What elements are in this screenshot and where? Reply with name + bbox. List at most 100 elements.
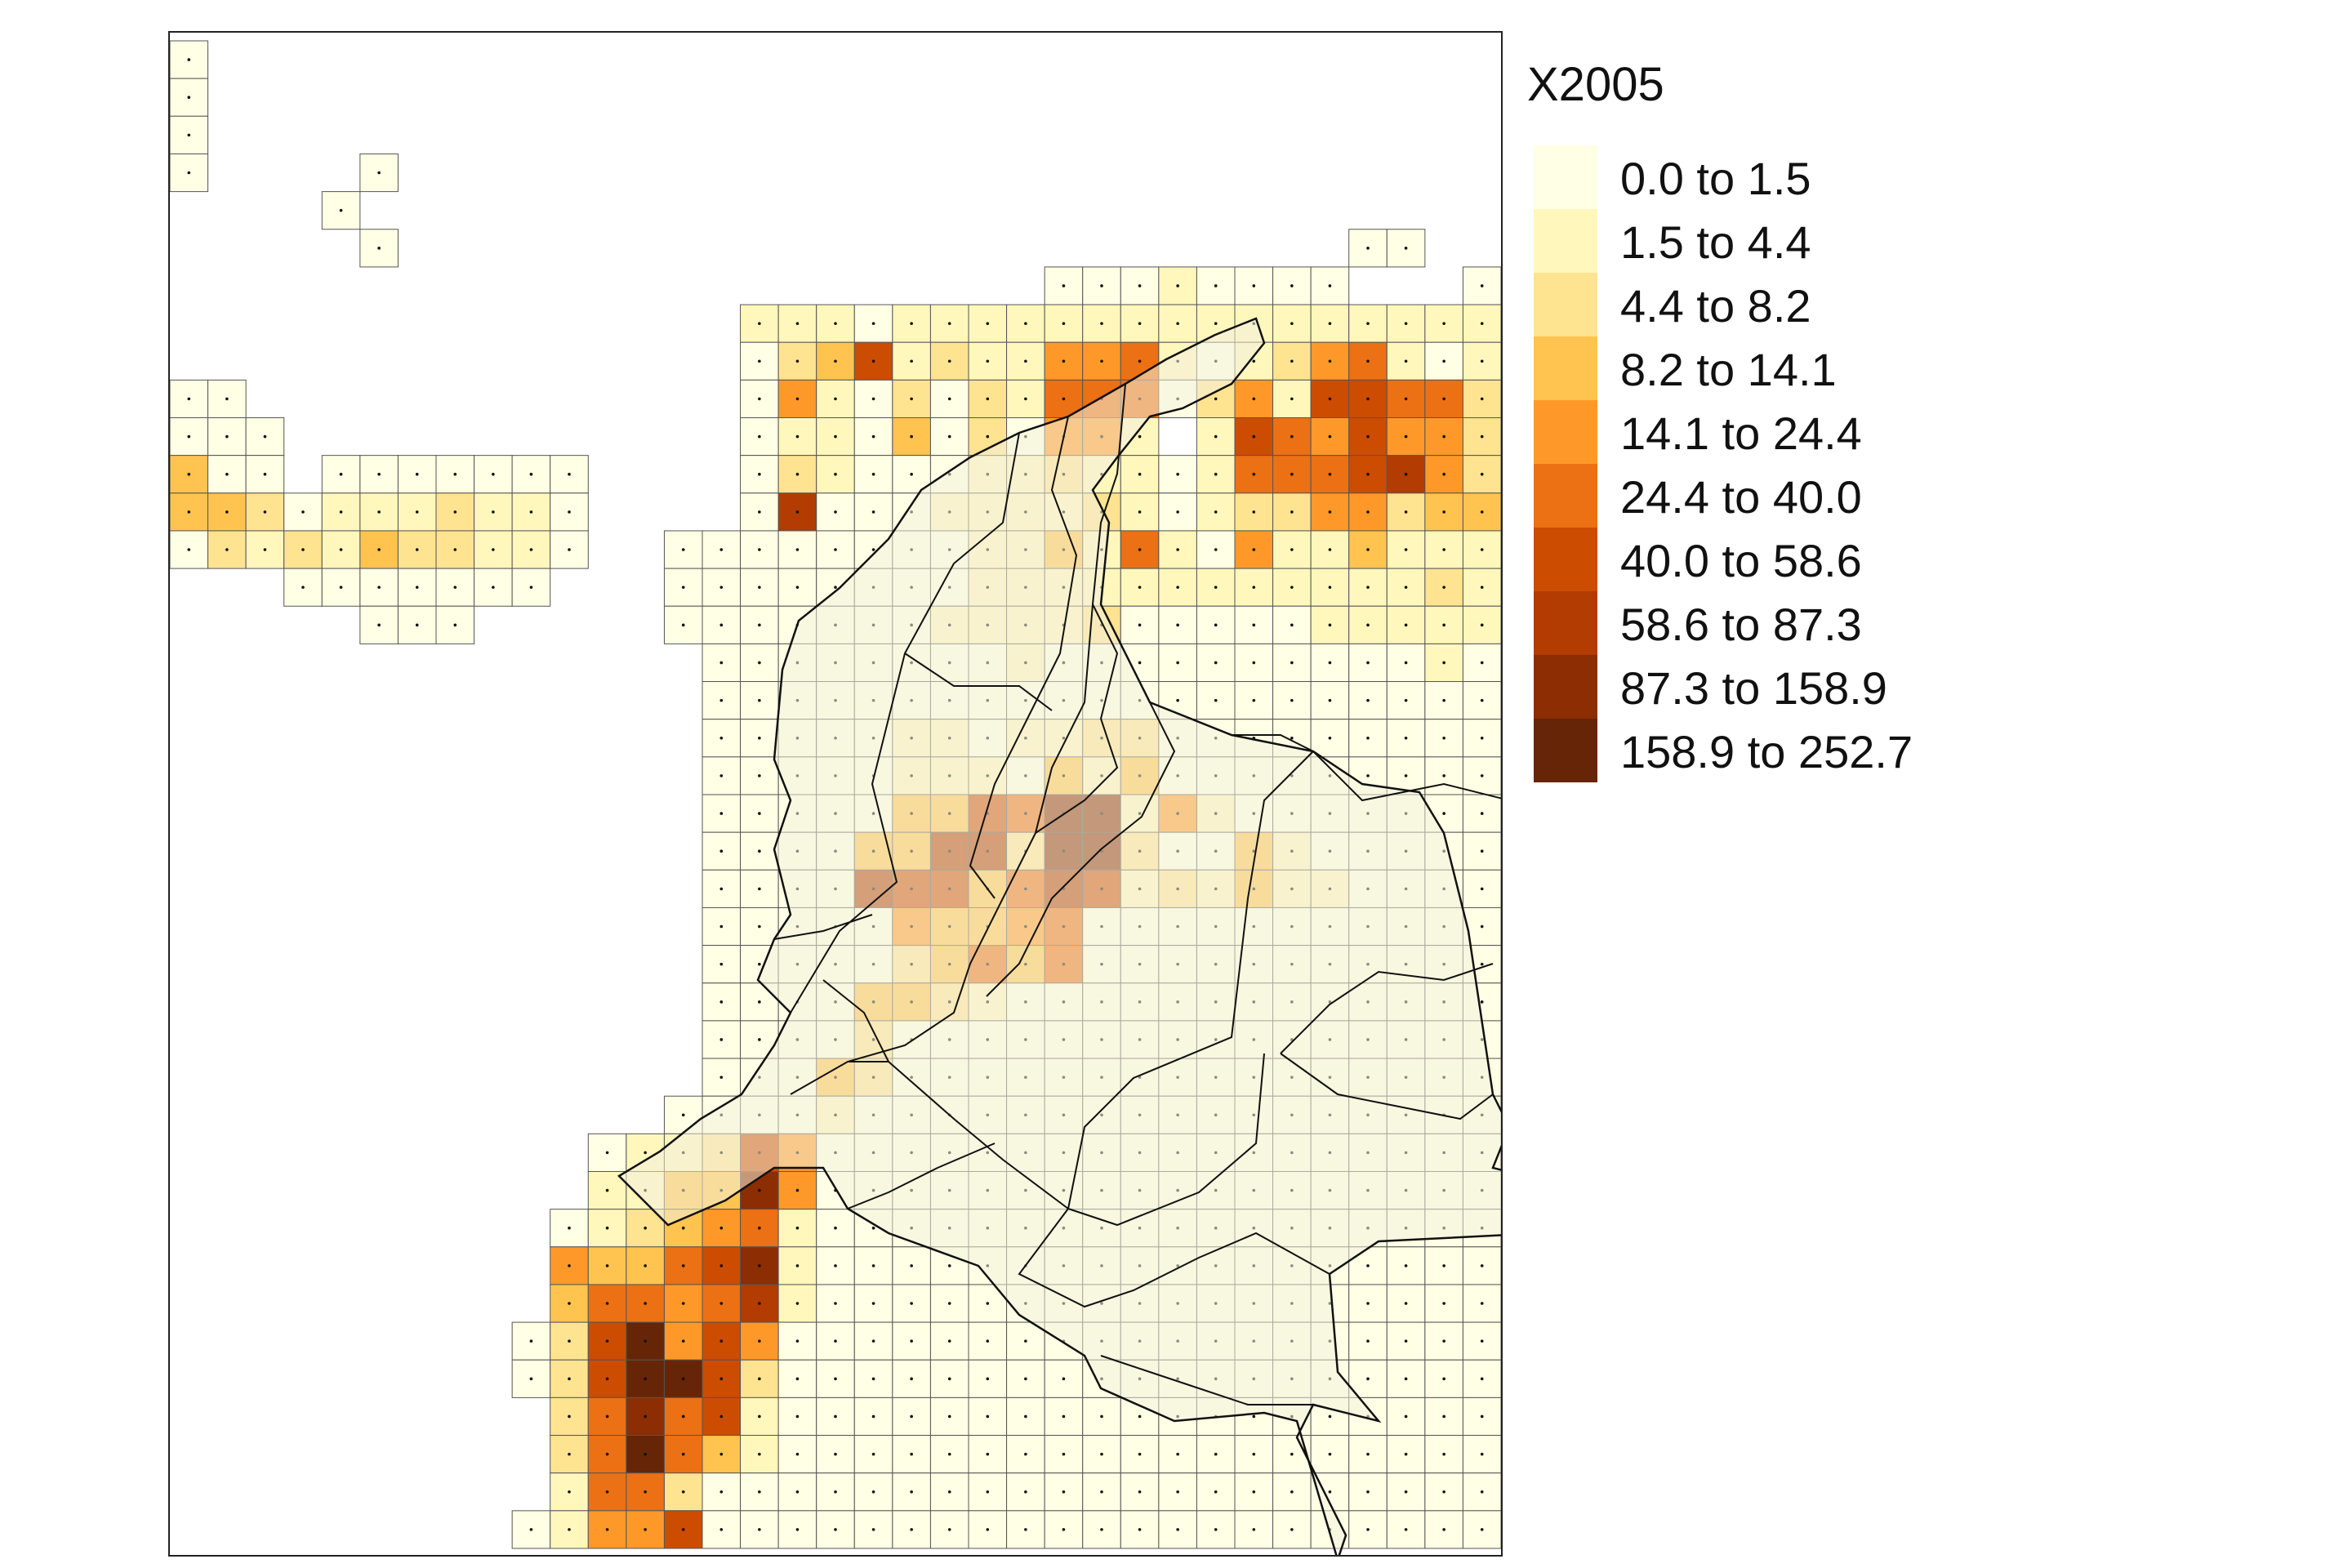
cell-centroid-dot — [719, 736, 724, 740]
cell-centroid-dot — [758, 1452, 761, 1456]
cell-centroid-dot — [1214, 397, 1218, 401]
legend-class-row: 1.5 to 4.4 — [1534, 209, 2016, 273]
cell-centroid-dot — [377, 472, 381, 476]
legend-class-label: 14.1 to 24.4 — [1620, 408, 1862, 459]
cell-centroid-dot — [1290, 661, 1294, 665]
cell-centroid-dot — [605, 1414, 609, 1419]
cell-centroid-dot — [986, 359, 990, 363]
cell-centroid-dot — [1442, 1490, 1446, 1494]
grid-cell — [892, 341, 931, 381]
cell-centroid-dot — [1290, 1528, 1294, 1531]
cell-centroid-dot — [1214, 548, 1218, 551]
legend-swatch — [1534, 719, 1597, 782]
legend-class-row: 58.6 to 87.3 — [1534, 591, 2016, 655]
cell-centroid-dot — [453, 548, 457, 551]
cell-centroid-dot — [1328, 510, 1332, 514]
cell-centroid-dot — [1328, 623, 1332, 627]
cell-centroid-dot — [1480, 661, 1484, 665]
cell-centroid-dot — [529, 586, 533, 589]
cell-centroid-dot — [834, 1264, 837, 1267]
cell-centroid-dot — [795, 510, 800, 514]
cell-centroid-dot — [1480, 1452, 1484, 1456]
cell-centroid-dot — [871, 322, 875, 325]
cell-centroid-dot — [795, 322, 800, 325]
legend-class-row: 8.2 to 14.1 — [1534, 336, 2016, 400]
cell-centroid-dot — [568, 1339, 571, 1343]
cell-centroid-dot — [719, 849, 724, 853]
grid-cell — [740, 906, 779, 947]
legend-swatch — [1534, 400, 1597, 464]
grid-cell — [1462, 1246, 1501, 1285]
cell-centroid-dot — [1366, 736, 1370, 740]
cell-centroid-dot — [529, 548, 533, 551]
legend-swatch — [1534, 336, 1597, 400]
legend-class-label: 4.4 to 8.2 — [1620, 280, 1811, 332]
cell-centroid-dot — [758, 1339, 761, 1343]
cell-centroid-dot — [1138, 661, 1142, 665]
legend-title: X2005 — [1527, 58, 1664, 111]
legend-class-row: 14.1 to 24.4 — [1534, 400, 2016, 464]
cell-centroid-dot — [453, 586, 457, 589]
cell-centroid-dot — [644, 1264, 647, 1267]
cell-centroid-dot — [187, 510, 191, 514]
cell-centroid-dot — [758, 586, 761, 589]
cell-centroid-dot — [453, 472, 457, 476]
cell-centroid-dot — [719, 661, 724, 665]
cell-centroid-dot — [758, 472, 761, 476]
cell-centroid-dot — [225, 548, 229, 551]
cell-centroid-dot — [1404, 623, 1408, 627]
cell-centroid-dot — [1442, 623, 1446, 627]
legend-class-label: 1.5 to 4.4 — [1620, 216, 1811, 268]
cell-centroid-dot — [1062, 1490, 1066, 1494]
cell-centroid-dot — [568, 1264, 571, 1267]
cell-centroid-dot — [681, 1113, 685, 1117]
legend-swatch — [1534, 145, 1597, 209]
cell-centroid-dot — [1214, 284, 1218, 287]
cell-centroid-dot — [1404, 1490, 1408, 1494]
cell-centroid-dot — [1176, 548, 1179, 551]
cell-centroid-dot — [1328, 397, 1332, 401]
cell-centroid-dot — [415, 510, 419, 514]
cell-centroid-dot — [1366, 247, 1370, 250]
cell-centroid-dot — [947, 434, 951, 439]
cell-centroid-dot — [1252, 586, 1256, 589]
cell-centroid-dot — [681, 1264, 685, 1267]
cell-centroid-dot — [1480, 698, 1484, 702]
cell-centroid-dot — [1138, 1528, 1142, 1531]
cell-centroid-dot — [1366, 586, 1370, 589]
cell-centroid-dot — [1328, 472, 1332, 476]
cell-centroid-dot — [795, 472, 800, 476]
cell-centroid-dot — [1214, 472, 1218, 476]
cell-centroid-dot — [719, 1452, 724, 1456]
cell-centroid-dot — [1442, 322, 1446, 325]
cell-centroid-dot — [834, 1302, 837, 1305]
legend-swatch — [1534, 528, 1597, 591]
cell-centroid-dot — [1138, 322, 1142, 325]
grid-cell — [1424, 1510, 1463, 1549]
cell-centroid-dot — [415, 623, 419, 627]
legend-class-label: 24.4 to 40.0 — [1620, 471, 1862, 523]
cell-centroid-dot — [719, 1264, 724, 1267]
cell-centroid-dot — [681, 1528, 685, 1531]
cell-centroid-dot — [1366, 1490, 1370, 1494]
cell-centroid-dot — [644, 1377, 647, 1381]
cell-centroid-dot — [1366, 1264, 1370, 1267]
cell-centroid-dot — [1442, 510, 1446, 514]
cell-centroid-dot — [1024, 1528, 1027, 1531]
country-outline — [617, 317, 1501, 1555]
cell-centroid-dot — [1024, 1339, 1027, 1343]
cell-centroid-dot — [1328, 284, 1332, 287]
cell-centroid-dot — [871, 434, 875, 439]
cell-centroid-dot — [1442, 586, 1446, 589]
cell-centroid-dot — [1328, 359, 1332, 363]
map-legend: X2005 0.0 to 1.5 1.5 to 4.4 4.4 to 8.2 8.2 … — [1527, 57, 2017, 792]
cell-centroid-dot — [681, 623, 685, 627]
cell-centroid-dot — [1176, 1490, 1179, 1494]
cell-centroid-dot — [1024, 359, 1027, 363]
cell-centroid-dot — [1062, 1377, 1066, 1381]
cell-centroid-dot — [415, 586, 419, 589]
cell-centroid-dot — [1214, 1452, 1218, 1456]
cell-centroid-dot — [568, 1226, 571, 1230]
cell-centroid-dot — [758, 1264, 761, 1267]
cell-centroid-dot — [1214, 661, 1218, 665]
